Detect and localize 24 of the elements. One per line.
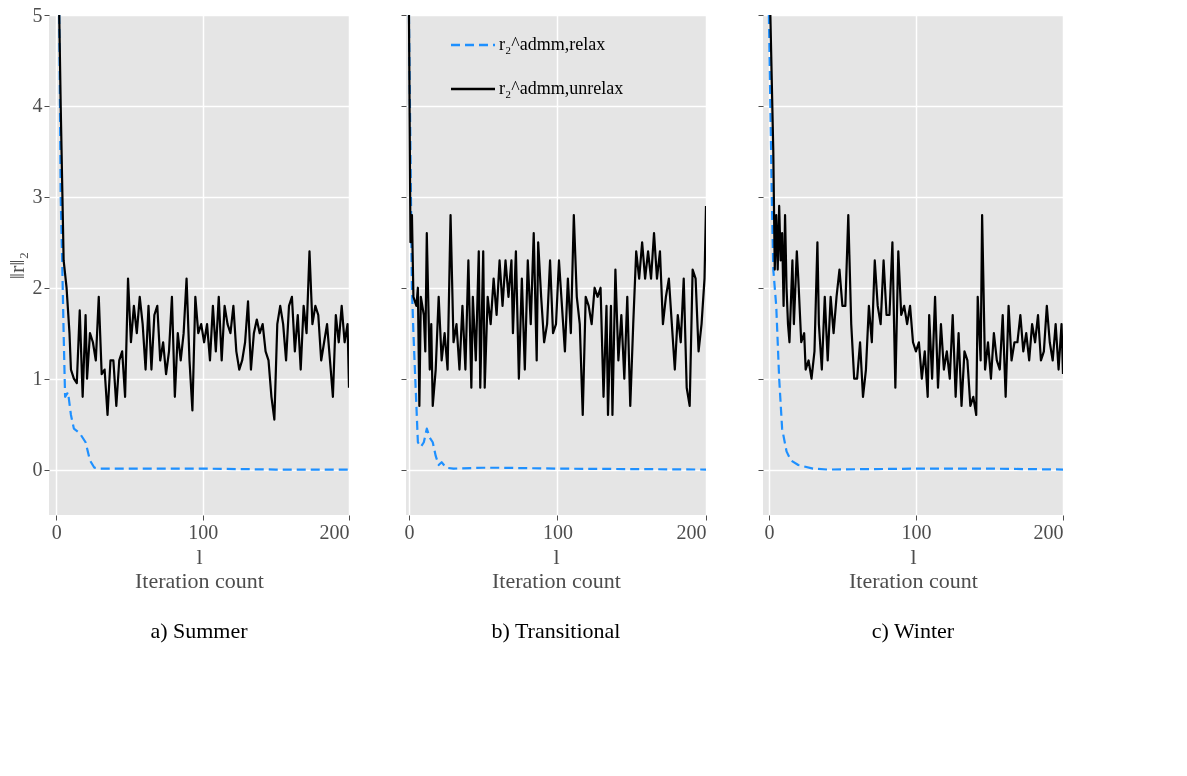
x-axis-title: l Iteration count [492,543,621,593]
y-tick-label: 2 [32,276,43,299]
x-tick-label: 200 [676,520,707,543]
legend-label: r₂^admm,relax [499,34,606,54]
y-tick-label: 0 [32,458,43,481]
y-tick-label: 3 [32,185,43,208]
text: a) Summer [150,618,249,643]
x-tick-label: 100 [188,520,219,543]
text: c) Winter [871,618,955,643]
x-tick-label: 200 [319,520,350,543]
y-tick-label: 1 [32,367,43,390]
x-tick-label: 100 [901,520,932,543]
legend-label: r₂^admm,unrelax [499,78,624,98]
x-tick-label: 0 [764,520,775,543]
y-axis-title: ‖r‖₂ [3,251,29,280]
x-tick-label: 200 [1033,520,1064,543]
x-tick-label: 0 [404,520,415,543]
x-axis-title: l Iteration count [849,543,978,593]
y-tick-label: 5 [32,3,43,26]
y-tick-label: 4 [32,94,43,117]
x-axis-title: l Iteration count [135,543,264,593]
text: b) Transitional [491,618,621,643]
x-tick-label: 100 [542,520,573,543]
x-tick-label: 0 [51,520,62,543]
